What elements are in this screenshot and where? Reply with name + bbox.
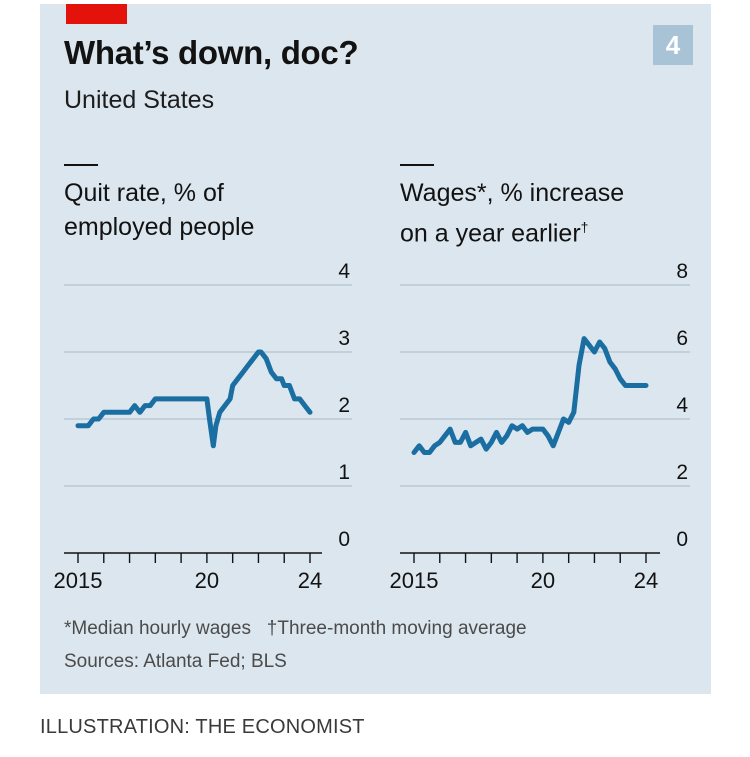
- sources-note: Sources: Atlanta Fed; BLS: [64, 651, 287, 672]
- footnote-moving-average: †Three-month moving average: [266, 618, 527, 639]
- left-y-tick-label: 0: [338, 528, 350, 551]
- right-label-rule: [400, 164, 434, 166]
- left-label-rule: [64, 164, 98, 166]
- right-y-tick-label: 8: [676, 260, 688, 283]
- chart-title: What’s down, doc?: [64, 34, 359, 71]
- left-label-line2: employed people: [64, 213, 255, 241]
- right-series-line: [411, 336, 649, 455]
- left-label-line1: Quit rate, % of: [64, 179, 224, 207]
- chart-panel: 4 What’s down, doc? United States Quit r…: [40, 4, 711, 694]
- left-chart-label: Quit rate, % of employed people: [64, 164, 254, 244]
- left-x-tick-label: 2015: [54, 568, 103, 593]
- chart-subtitle: United States: [64, 86, 215, 114]
- right-label-line1: Wages*, % increase: [400, 179, 625, 207]
- right-label-mark: †: [580, 219, 589, 235]
- right-y-tick-label: 4: [676, 394, 688, 417]
- left-y-tick-label: 4: [338, 260, 350, 283]
- right-label-line2: on a year earlier: [400, 219, 581, 248]
- left-y-tick-label: 1: [338, 461, 350, 484]
- right-y-tick-label: 0: [676, 528, 688, 551]
- left-x-tick-label: 24: [298, 568, 322, 593]
- left-y-tick-label: 3: [338, 327, 350, 350]
- illustration-credit: ILLUSTRATION: THE ECONOMIST: [40, 716, 365, 738]
- left-y-tick-label: 2: [338, 394, 350, 417]
- left-x-tick-label: 20: [195, 568, 219, 593]
- chart-number-badge: 4: [653, 25, 693, 65]
- footnote-wages: *Median hourly wages: [64, 618, 251, 639]
- right-x-tick-label: 20: [531, 568, 555, 593]
- footnotes: *Median hourly wages †Three-month moving…: [64, 618, 527, 640]
- left-series-line: [75, 349, 313, 449]
- economist-red-tag: [66, 4, 127, 24]
- right-x-tick-label: 2015: [390, 568, 439, 593]
- right-y-tick-label: 6: [676, 327, 688, 350]
- right-y-tick-label: 2: [676, 461, 688, 484]
- right-chart-label: Wages*, % increase on a year earlier†: [400, 164, 624, 250]
- right-x-tick-label: 24: [634, 568, 658, 593]
